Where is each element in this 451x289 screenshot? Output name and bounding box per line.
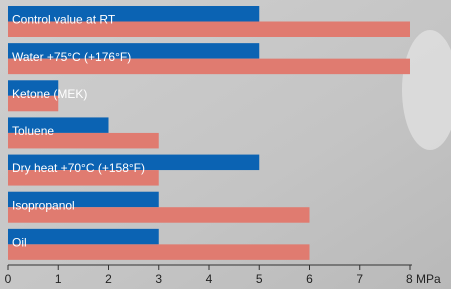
category-label: Isopropanol — [12, 198, 75, 212]
bar — [8, 229, 159, 245]
category-label: Dry heat +70°C (+158°F) — [12, 161, 145, 175]
x-tick-label: 5 — [256, 272, 263, 286]
chart: Control value at RT Water +75°C (+176°F) K… — [0, 0, 451, 289]
category-label: Control value at RT — [12, 13, 116, 27]
x-tick-label: 8 MPa — [406, 272, 441, 286]
x-tick-label: 0 — [5, 272, 12, 286]
category-label: Ketone (MEK) — [12, 87, 87, 101]
bar — [8, 244, 310, 260]
category-label: Oil — [12, 236, 27, 250]
x-tick-label: 2 — [105, 272, 112, 286]
x-tick-label: 6 — [306, 272, 313, 286]
x-tick-label: 4 — [206, 272, 213, 286]
category-label: Toluene — [12, 124, 54, 138]
x-tick-label: 7 — [356, 272, 363, 286]
x-tick-label: 3 — [155, 272, 162, 286]
x-tick-label: 1 — [55, 272, 62, 286]
category-label: Water +75°C (+176°F) — [12, 50, 131, 64]
